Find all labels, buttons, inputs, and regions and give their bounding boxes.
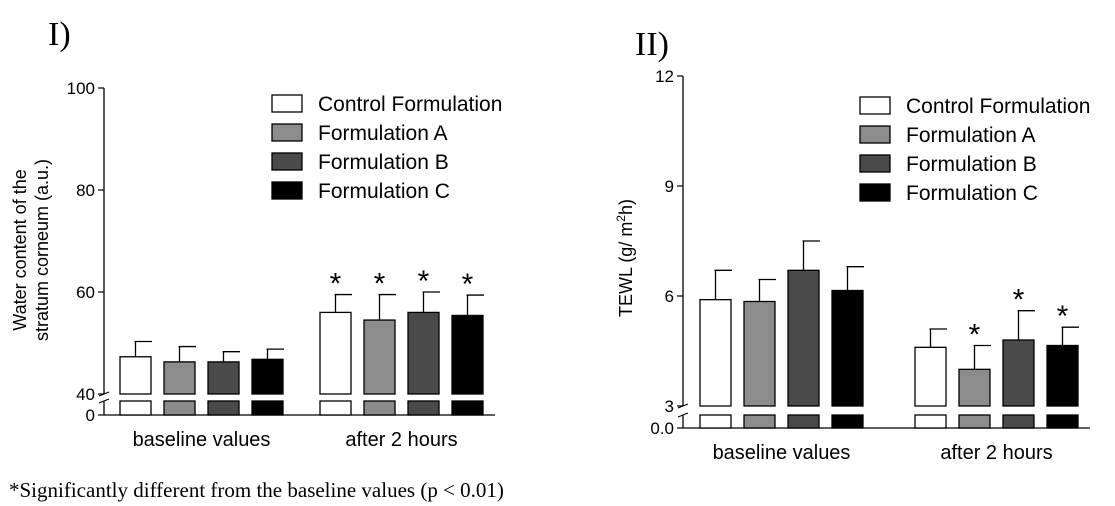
bar-stub [1046, 414, 1079, 429]
chart-tewl: TEWL (g/ m2h) 0.0 3 6 9 12 baseline values * * *… [614, 67, 1090, 464]
significance-star: * [374, 268, 386, 301]
significance-star: * [330, 268, 342, 301]
bar-stub [363, 400, 396, 416]
y-tick-label: 3 [665, 397, 674, 416]
bar-stub [743, 414, 776, 429]
bar [319, 311, 352, 395]
y-tick-label: 60 [76, 283, 95, 302]
significance-star: * [1057, 300, 1069, 333]
bar-stub [958, 414, 991, 429]
legend-swatch [271, 181, 303, 200]
bar [451, 314, 484, 395]
bar [1046, 344, 1079, 407]
footnote: *Significantly different from the baseli… [9, 478, 504, 502]
y-axis-label-superscript: 2 [614, 215, 628, 222]
bar [251, 358, 284, 395]
bar-stub [451, 400, 484, 416]
legend-label: Control Formulation [318, 93, 502, 116]
bar [207, 361, 240, 395]
significance-star: * [418, 265, 430, 298]
bar-stub [163, 400, 196, 416]
y-tick-label: 12 [655, 67, 674, 86]
legend-label: Formulation C [906, 182, 1038, 205]
bar [363, 319, 396, 395]
legend-swatch [859, 96, 891, 115]
y-tick-label: 9 [665, 177, 674, 196]
bar [1002, 339, 1035, 407]
bar [119, 356, 152, 395]
legend-label: Formulation A [906, 124, 1036, 147]
significance-star: * [1013, 284, 1025, 317]
y-tick-label: 0 [86, 406, 95, 425]
legend-chart-1: Control Formulation Formulation A Formulat… [271, 93, 502, 203]
y-axis-label: TEWL (g/ m2h) [614, 199, 636, 317]
bar [914, 346, 947, 407]
bar [407, 311, 440, 395]
bar-stub [699, 414, 732, 429]
legend-chart-2: Control Formulation Formulation A Formulat… [859, 95, 1090, 205]
category-label: after 2 hours [345, 429, 457, 451]
bar [787, 269, 820, 407]
bar [743, 300, 776, 407]
bar-stub [207, 400, 240, 416]
bar-stub [407, 400, 440, 416]
y-tick-label: 6 [665, 287, 674, 306]
axis-break-mark [98, 398, 110, 404]
y-tick-label: 0.0 [650, 419, 674, 438]
panel-label-i: I) [48, 16, 71, 53]
significance-star: * [462, 268, 474, 301]
panel-label-ii: II) [635, 26, 669, 63]
legend-swatch [859, 154, 891, 173]
y-tick-label: 40 [76, 385, 95, 404]
bar [699, 299, 732, 407]
legend-swatch [271, 123, 303, 142]
bar-stub [914, 414, 947, 429]
legend-label: Formulation B [906, 153, 1037, 176]
chart-water-content: Water content of the stratum corneum (a.… [10, 79, 495, 451]
y-axis-label-line1: Water content of the [10, 169, 30, 330]
bar-stub [319, 400, 352, 416]
significance-star: * [969, 319, 981, 352]
legend-swatch [859, 183, 891, 202]
y-axis-label-part1: TEWL (g/ m [616, 222, 636, 317]
bar-stub [1002, 414, 1035, 429]
legend-swatch [271, 152, 303, 171]
y-tick-label: 100 [67, 79, 95, 98]
bar-stub [119, 400, 152, 416]
axis-break-mark [677, 412, 689, 418]
legend-label: Formulation C [318, 180, 450, 203]
bar-stub [787, 414, 820, 429]
bar-stub [831, 414, 864, 429]
legend-swatch [859, 125, 891, 144]
bar [163, 361, 196, 395]
category-label: after 2 hours [940, 442, 1052, 464]
legend-label: Control Formulation [906, 95, 1090, 118]
y-axis-label-part2: h) [616, 199, 636, 215]
y-tick-label: 80 [76, 181, 95, 200]
y-axis-label-line2: stratum corneum (a.u.) [32, 159, 52, 341]
category-label: baseline values [713, 442, 851, 464]
bar [958, 368, 991, 407]
legend-swatch [271, 94, 303, 113]
legend-label: Formulation B [318, 151, 449, 174]
bar [831, 289, 864, 407]
category-label: baseline values [133, 429, 271, 451]
bar-stub [251, 400, 284, 416]
legend-label: Formulation A [318, 122, 448, 145]
